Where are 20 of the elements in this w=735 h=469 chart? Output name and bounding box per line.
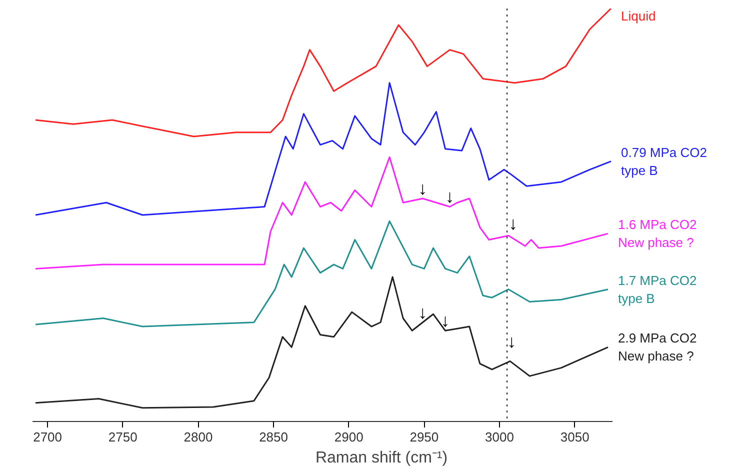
- annotation: ↓: [440, 310, 450, 331]
- x-tick-label: 2950: [410, 430, 439, 444]
- annotation: ↓: [507, 331, 516, 352]
- x-tick-label: 3050: [560, 430, 590, 444]
- x-axis-title: Raman shift (cm⁻¹): [315, 450, 448, 466]
- x-tick-label: 2700: [33, 430, 62, 444]
- series-label: Liquid: [620, 8, 656, 24]
- x-tick-label: 2900: [334, 430, 364, 444]
- series-label: 1.7 MPa CO2 type B: [618, 272, 697, 306]
- series-label: 0.79 MPa CO2 type B: [620, 144, 707, 178]
- annotation: ↓: [508, 214, 518, 234]
- x-tick-label: 3000: [485, 430, 514, 444]
- series-label: 1.6 MPa CO2 New phase ?: [618, 217, 697, 250]
- annotation: ↓: [418, 178, 428, 198]
- x-tick-label: 2750: [108, 430, 138, 444]
- series-label: 2.9 MPa CO2 New phase ?: [618, 330, 697, 364]
- annotation: ↓: [418, 302, 428, 322]
- x-tick-label: 2800: [184, 430, 213, 444]
- annotation: ↓: [445, 186, 454, 207]
- x-tick-label: 2850: [259, 430, 288, 444]
